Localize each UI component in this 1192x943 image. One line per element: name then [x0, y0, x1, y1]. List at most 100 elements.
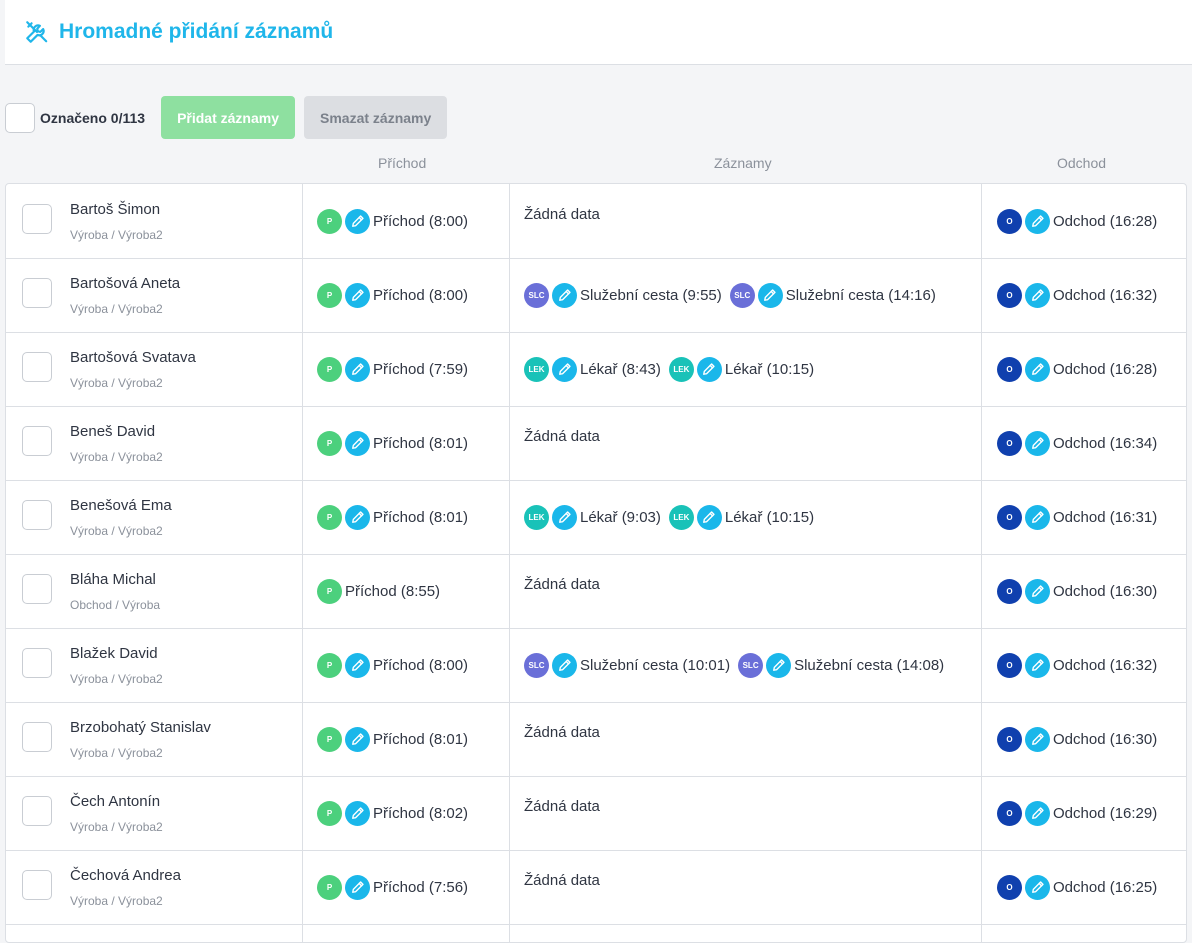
add-records-button[interactable]: Přidat záznamy [161, 96, 295, 139]
arrival-badge[interactable]: P [317, 356, 342, 382]
edit-pencil-icon[interactable] [1025, 726, 1050, 752]
row-checkbox[interactable] [22, 574, 52, 604]
edit-pencil-icon[interactable] [696, 356, 722, 382]
edit-pencil-icon[interactable] [1025, 652, 1050, 678]
record-entry: SLC Služební cesta (14:16) [729, 282, 936, 308]
employee-name: Beneš David [70, 423, 156, 440]
edit-pencil-icon[interactable] [345, 874, 370, 900]
departure-badge[interactable]: O [997, 578, 1022, 604]
record-entry: P Příchod (8:00) [317, 208, 468, 234]
record-entry: LEK Lékař (9:03) [524, 504, 661, 530]
record-text: Odchod (16:29) [1053, 804, 1158, 822]
doctor-badge[interactable]: LEK [524, 356, 549, 382]
edit-pencil-icon[interactable] [1025, 800, 1050, 826]
row-checkbox[interactable] [22, 648, 52, 678]
edit-pencil-icon[interactable] [345, 430, 370, 456]
no-data-text: Žádná data [524, 872, 600, 889]
arrival-cell: P Příchod (8:01) [317, 480, 468, 554]
departure-badge[interactable]: O [997, 874, 1022, 900]
departure-badge[interactable]: O [997, 356, 1022, 382]
edit-pencil-icon[interactable] [1025, 874, 1050, 900]
no-data-text: Žádná data [524, 428, 600, 445]
no-data-text: Žádná data [524, 576, 600, 593]
edit-pencil-icon[interactable] [552, 356, 577, 382]
edit-pencil-icon[interactable] [345, 652, 370, 678]
edit-pencil-icon[interactable] [345, 282, 370, 308]
edit-pencil-icon[interactable] [345, 800, 370, 826]
edit-pencil-icon[interactable] [757, 282, 783, 308]
row-checkbox[interactable] [22, 796, 52, 826]
row-checkbox[interactable] [22, 500, 52, 530]
departure-badge[interactable]: O [997, 504, 1022, 530]
record-entry: SLC Služební cesta (10:01) [524, 652, 730, 678]
table-row: Bartoš Šimon Výroba / Výroba2 P Příchod (8:… [6, 184, 1186, 259]
row-checkbox[interactable] [22, 352, 52, 382]
edit-pencil-icon[interactable] [345, 208, 370, 234]
business-trip-badge[interactable]: SLC [524, 652, 549, 678]
edit-pencil-icon[interactable] [345, 726, 370, 752]
record-text: Odchod (16:30) [1053, 582, 1158, 600]
record-entry: P Příchod (8:01) [317, 726, 468, 752]
record-entry: O Odchod (16:31) [997, 504, 1157, 530]
arrival-cell: P Příchod (8:00) [317, 184, 468, 258]
arrival-badge[interactable]: P [317, 800, 342, 826]
arrival-badge[interactable]: P [317, 874, 342, 900]
edit-pencil-icon[interactable] [345, 504, 370, 530]
edit-pencil-icon[interactable] [552, 652, 577, 678]
edit-pencil-icon[interactable] [766, 652, 792, 678]
row-checkbox[interactable] [22, 426, 52, 456]
record-entry: O Odchod (16:29) [997, 800, 1158, 826]
edit-pencil-icon[interactable] [1025, 208, 1050, 234]
record-text: Příchod (7:59) [373, 360, 469, 378]
departure-badge[interactable]: O [997, 208, 1022, 234]
edit-pencil-icon[interactable] [1025, 282, 1050, 308]
no-data-text: Žádná data [524, 206, 600, 223]
departure-cell: O Odchod (16:32) [997, 258, 1157, 332]
edit-pencil-icon[interactable] [552, 282, 577, 308]
arrival-badge[interactable]: P [317, 726, 342, 752]
departure-badge[interactable]: O [997, 726, 1022, 752]
doctor-badge[interactable]: LEK [668, 356, 694, 382]
row-checkbox[interactable] [22, 204, 52, 234]
employee-department: Výroba / Výroba2 [70, 228, 163, 242]
record-entry: SLC Služební cesta (9:55) [524, 282, 722, 308]
table-row: Blažek David Výroba / Výroba2 P Příchod (8:… [6, 628, 1186, 703]
edit-pencil-icon[interactable] [696, 504, 722, 530]
edit-pencil-icon[interactable] [1025, 578, 1050, 604]
arrival-badge[interactable]: P [317, 578, 342, 604]
arrival-cell: P Příchod (8:55) [317, 554, 440, 628]
departure-badge[interactable]: O [997, 800, 1022, 826]
row-checkbox[interactable] [22, 722, 52, 752]
records-cell: SLC Služební cesta (9:55) SLC Služební cest… [524, 258, 936, 332]
arrival-badge[interactable]: P [317, 504, 342, 530]
doctor-badge[interactable]: LEK [524, 504, 549, 530]
select-all-checkbox[interactable] [5, 102, 35, 133]
business-trip-badge[interactable]: SLC [729, 282, 755, 308]
arrival-badge[interactable]: P [317, 430, 342, 456]
business-trip-badge[interactable]: SLC [738, 652, 764, 678]
row-checkbox[interactable] [22, 278, 52, 308]
doctor-badge[interactable]: LEK [668, 504, 694, 530]
arrival-badge[interactable]: P [317, 282, 342, 308]
record-text: Lékař (8:43) [580, 360, 661, 378]
departure-badge[interactable]: O [997, 430, 1022, 456]
edit-pencil-icon[interactable] [1025, 504, 1050, 530]
edit-pencil-icon[interactable] [1025, 430, 1050, 456]
table-row: Bláha Michal Obchod / Výroba P Příchod (8:5… [6, 554, 1186, 629]
selected-count-label: Označeno 0/113 [40, 109, 146, 126]
employee-department: Výroba / Výroba2 [70, 746, 163, 760]
delete-records-button[interactable]: Smazat záznamy [304, 96, 448, 139]
attendance-table: Bartoš Šimon Výroba / Výroba2 P Příchod (8:… [5, 183, 1187, 943]
edit-pencil-icon[interactable] [1025, 356, 1050, 382]
edit-pencil-icon[interactable] [345, 356, 370, 382]
departure-badge[interactable]: O [997, 282, 1022, 308]
record-entry: O Odchod (16:32) [997, 282, 1157, 308]
arrival-cell: P Příchod (8:01) [317, 406, 468, 480]
arrival-badge[interactable]: P [317, 652, 342, 678]
row-checkbox[interactable] [22, 870, 52, 900]
edit-pencil-icon[interactable] [552, 504, 577, 530]
departure-badge[interactable]: O [997, 652, 1022, 678]
record-text: Příchod (8:00) [373, 656, 469, 674]
business-trip-badge[interactable]: SLC [524, 282, 549, 308]
arrival-badge[interactable]: P [317, 208, 342, 234]
